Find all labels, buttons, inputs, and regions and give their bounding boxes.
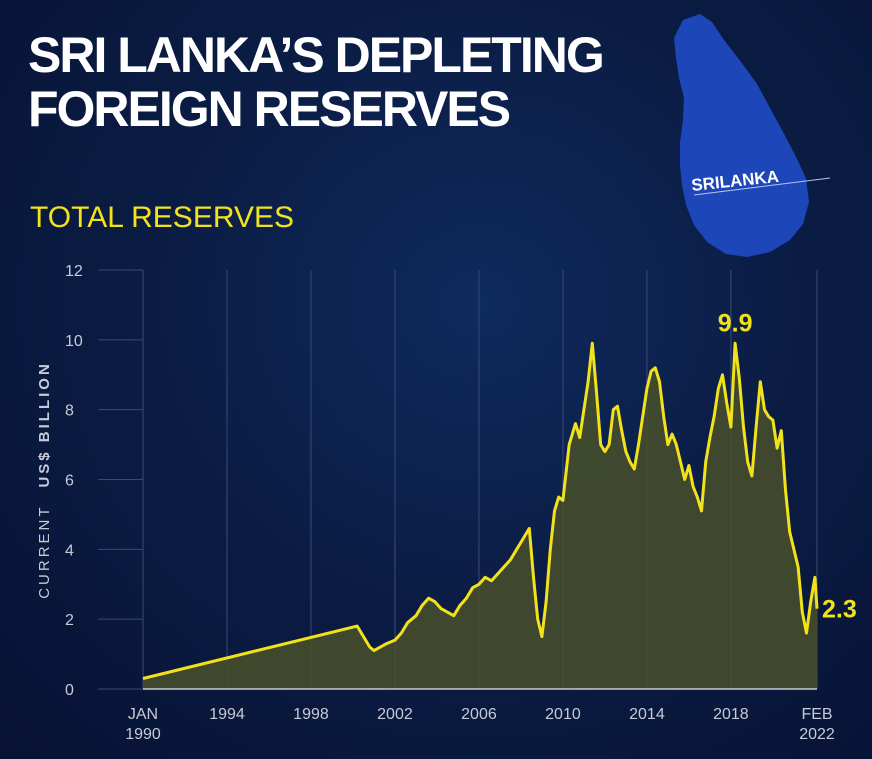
chart-annotations: 9.9 2.3 <box>718 309 857 623</box>
x-tick-label: FEB <box>801 706 832 723</box>
y-tick-label: 4 <box>65 542 74 559</box>
x-tick-label: 2006 <box>461 706 497 723</box>
y-axis-label-bold: US$ BILLION <box>36 361 53 487</box>
data-label-annotation: 2.3 <box>822 596 857 624</box>
x-tick-label: 2010 <box>545 706 581 723</box>
x-tick-label: 2022 <box>799 726 835 743</box>
y-tick-label: 2 <box>65 612 74 629</box>
chart-subtitle: TOTAL RESERVES <box>30 201 294 234</box>
y-tick-label: 6 <box>65 473 74 490</box>
y-tick-label: 12 <box>65 263 83 280</box>
x-axis-ticks: JAN 1990 1994 1998 2002 2006 2010 2014 2018 FEB 20… <box>125 706 835 743</box>
x-tick-label: 2018 <box>713 706 749 723</box>
y-tick-label: 10 <box>65 333 83 350</box>
x-tick-label: 2002 <box>377 706 413 723</box>
chart-title: SRI LANKA’S DEPLETING FOREIGN RESERVES <box>28 27 605 137</box>
data-label-annotation: 9.9 <box>718 309 753 337</box>
y-tick-label: 0 <box>65 682 74 699</box>
y-axis-ticks: 0 2 4 6 8 10 12 <box>65 263 83 699</box>
reserves-line <box>142 341 819 680</box>
x-tick-label: 2014 <box>629 706 665 723</box>
sri-lanka-island-shape <box>674 14 809 257</box>
y-axis-label-light: CURRENT <box>36 505 53 599</box>
x-tick-label: 1994 <box>209 706 245 723</box>
map-label-line <box>693 177 831 196</box>
x-tick-label: 1998 <box>293 706 329 723</box>
sri-lanka-map-icon: SRILANKA <box>674 14 831 257</box>
x-tick-label: 1990 <box>125 726 161 743</box>
y-tick-label: 8 <box>65 403 74 420</box>
y-axis-label: CURRENT US$ BILLION <box>36 361 53 599</box>
reserves-area <box>143 343 817 689</box>
x-tick-label: JAN <box>128 706 158 723</box>
